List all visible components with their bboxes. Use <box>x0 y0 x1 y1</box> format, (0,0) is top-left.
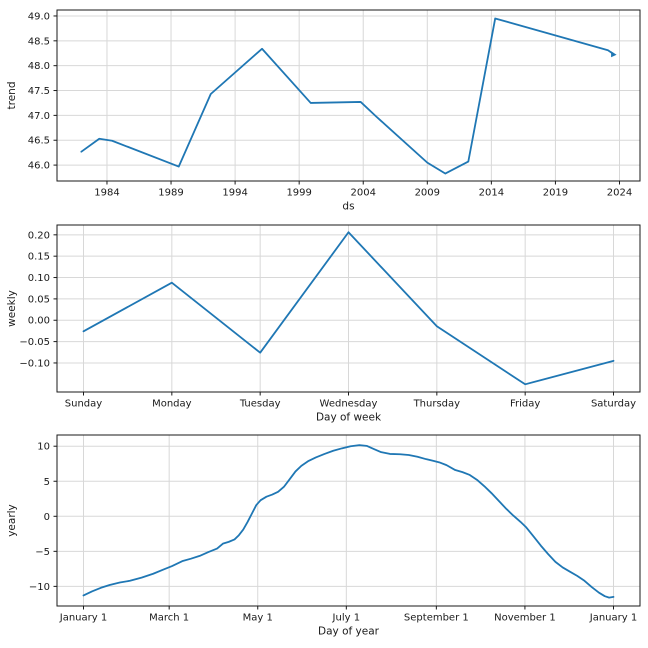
x-tick-label: Friday <box>510 399 540 410</box>
y-tick-label: 47.5 <box>28 86 50 97</box>
x-axis-label: ds <box>342 201 354 213</box>
y-tick-label: 46.5 <box>28 136 50 147</box>
plot-border <box>56 224 641 393</box>
x-tick-label: Wednesday <box>320 399 378 410</box>
y-tick-label: 0 <box>44 512 50 523</box>
x-tick-label: 2024 <box>607 188 632 199</box>
y-axis-label: trend <box>6 82 18 110</box>
x-tick-label: Thursday <box>413 399 461 410</box>
x-tick-label: March 1 <box>149 613 189 624</box>
x-tick-label: 2004 <box>351 188 376 199</box>
y-tick-label: −5 <box>35 547 50 558</box>
x-tick-label: 1994 <box>222 188 247 199</box>
y-tick-label: 5 <box>44 477 50 488</box>
y-tick-label: 0.10 <box>28 273 50 284</box>
plot-border <box>56 434 641 607</box>
y-tick-label: 49.0 <box>28 11 50 22</box>
y-tick-label: −0.10 <box>19 358 50 369</box>
x-axis-label: Day of year <box>318 626 380 638</box>
y-tick-label: 48.5 <box>28 36 50 47</box>
y-tick-label: 0.15 <box>28 252 50 263</box>
yearly-line <box>82 444 615 599</box>
plot-border <box>56 9 641 182</box>
x-tick-label: Saturday <box>591 399 636 410</box>
x-tick-label: November 1 <box>494 613 556 624</box>
y-tick-label: −0.05 <box>19 337 50 348</box>
y-tick-label: 0.00 <box>28 316 50 327</box>
y-tick-label: 0.05 <box>28 294 50 305</box>
y-tick-label: 47.0 <box>28 111 50 122</box>
x-tick-label: 2014 <box>479 188 504 199</box>
y-axis-label: weekly <box>6 290 18 327</box>
y-tick-label: 46.0 <box>28 161 50 172</box>
x-tick-label: September 1 <box>404 613 469 624</box>
line-end-marker <box>611 51 617 58</box>
trend-line <box>80 17 614 175</box>
x-tick-label: 1984 <box>94 188 119 199</box>
y-axis-label: yearly <box>6 504 18 537</box>
x-tick-label: January 1 <box>589 613 637 624</box>
x-tick-label: Monday <box>152 399 192 410</box>
y-tick-label: −10 <box>29 582 50 593</box>
y-tick-label: 48.0 <box>28 61 50 72</box>
x-tick-label: 2009 <box>415 188 440 199</box>
x-tick-label: July 1 <box>332 613 361 624</box>
x-tick-label: 1989 <box>158 188 183 199</box>
yearly-subplot: January 1 March 1 May 1 July 1 September 1 No… <box>6 434 641 638</box>
x-tick-label: May 1 <box>243 613 273 624</box>
y-tick-label: 10 <box>37 442 50 453</box>
trend-subplot: 1984 1989 1994 1999 2004 2009 2014 2019 2024 46.0… <box>6 9 641 213</box>
x-axis-label: Day of week <box>316 412 382 424</box>
weekly-subplot: Sunday Monday Tuesday Wednesday Thursday Frid… <box>6 224 641 424</box>
x-tick-label: 2019 <box>543 188 568 199</box>
x-tick-label: Sunday <box>65 399 102 410</box>
x-tick-label: Tuesday <box>239 399 281 410</box>
x-tick-label: January 1 <box>59 613 107 624</box>
x-tick-label: 1999 <box>286 188 311 199</box>
y-tick-label: 0.20 <box>28 230 50 241</box>
weekly-line <box>82 231 615 386</box>
